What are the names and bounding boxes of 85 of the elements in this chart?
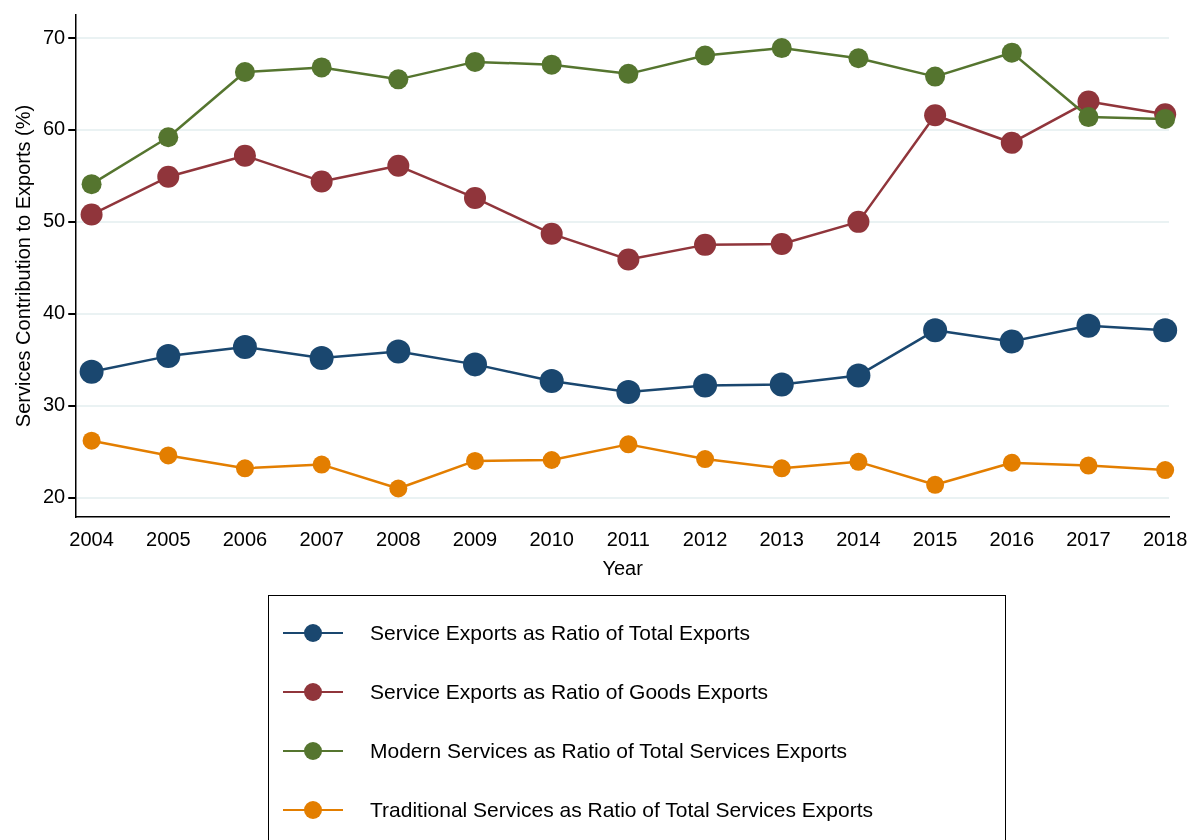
x-tick-label: 2014	[836, 527, 881, 550]
point	[772, 459, 791, 478]
point	[464, 186, 487, 209]
point	[157, 165, 180, 188]
point	[1155, 108, 1176, 129]
point	[616, 379, 641, 404]
point	[81, 174, 102, 195]
point	[80, 203, 103, 226]
y-tick-label: 40	[43, 301, 66, 324]
point	[693, 373, 718, 398]
legend-label: Service Exports as Ratio of Total Exports	[370, 620, 751, 645]
y-tick-label: 60	[43, 117, 66, 140]
x-tick-label: 2005	[146, 527, 191, 550]
x-tick-label: 2018	[1142, 527, 1188, 550]
x-axis-title: Year	[602, 556, 644, 579]
y-tick-label: 20	[43, 485, 66, 508]
point	[234, 62, 255, 82]
point	[541, 54, 562, 75]
point	[1000, 131, 1023, 154]
point	[79, 359, 104, 384]
point	[1153, 318, 1178, 343]
point	[233, 144, 256, 167]
point	[82, 431, 101, 450]
point	[540, 222, 563, 245]
legend-label: Traditional Services as Ratio of Total Services Exports	[370, 797, 874, 822]
point	[466, 451, 485, 470]
point	[1079, 456, 1098, 475]
point	[465, 51, 486, 72]
point	[1001, 42, 1022, 63]
point	[926, 475, 945, 494]
point	[235, 459, 254, 478]
x-tick-label: 2017	[1066, 527, 1111, 550]
y-tick-label: 50	[43, 209, 66, 232]
point	[696, 450, 715, 469]
x-tick-label: 2009	[452, 527, 498, 550]
point	[1076, 313, 1101, 338]
x-tick-label: 2012	[682, 527, 728, 550]
legend-label: Modern Services as Ratio of Total Services Exports	[370, 738, 847, 763]
point	[771, 38, 792, 59]
point	[846, 363, 871, 388]
point	[924, 104, 947, 127]
point	[848, 48, 869, 69]
x-tick-label: 2010	[529, 527, 574, 550]
point	[463, 352, 488, 377]
point	[1002, 453, 1021, 472]
point	[158, 127, 179, 148]
point	[695, 45, 716, 66]
point	[156, 344, 181, 369]
point	[999, 329, 1024, 354]
y-tick-label: 30	[43, 393, 66, 416]
point	[617, 248, 640, 271]
point	[388, 69, 409, 90]
point	[1078, 107, 1099, 128]
point	[159, 446, 178, 465]
y-tick-label: 70	[43, 25, 66, 48]
point	[386, 339, 411, 364]
point	[1156, 461, 1175, 480]
point	[232, 334, 257, 359]
x-tick-label: 2007	[299, 527, 344, 550]
point	[312, 455, 331, 474]
legend-label: Service Exports as Ratio of Goods Exports	[370, 679, 769, 704]
point	[309, 345, 334, 370]
x-tick-label: 2004	[69, 527, 114, 550]
point	[847, 210, 870, 233]
point	[310, 170, 333, 193]
x-tick-label: 2013	[759, 527, 804, 550]
x-tick-label: 2016	[989, 527, 1035, 550]
point	[770, 232, 793, 255]
point	[619, 435, 638, 454]
y-axis-title: Services Contribution to Exports (%)	[11, 104, 34, 428]
point	[769, 372, 794, 397]
point	[925, 66, 946, 87]
point	[539, 368, 564, 393]
x-tick-label: 2008	[376, 527, 421, 550]
point	[618, 63, 639, 84]
point	[694, 233, 717, 256]
x-tick-label: 2015	[912, 527, 958, 550]
x-tick-label: 2011	[606, 527, 650, 550]
point	[849, 452, 868, 471]
point	[542, 451, 561, 469]
point	[923, 318, 948, 343]
x-tick-label: 2006	[222, 527, 268, 550]
point	[389, 479, 408, 498]
point	[387, 154, 410, 177]
point	[311, 57, 332, 78]
